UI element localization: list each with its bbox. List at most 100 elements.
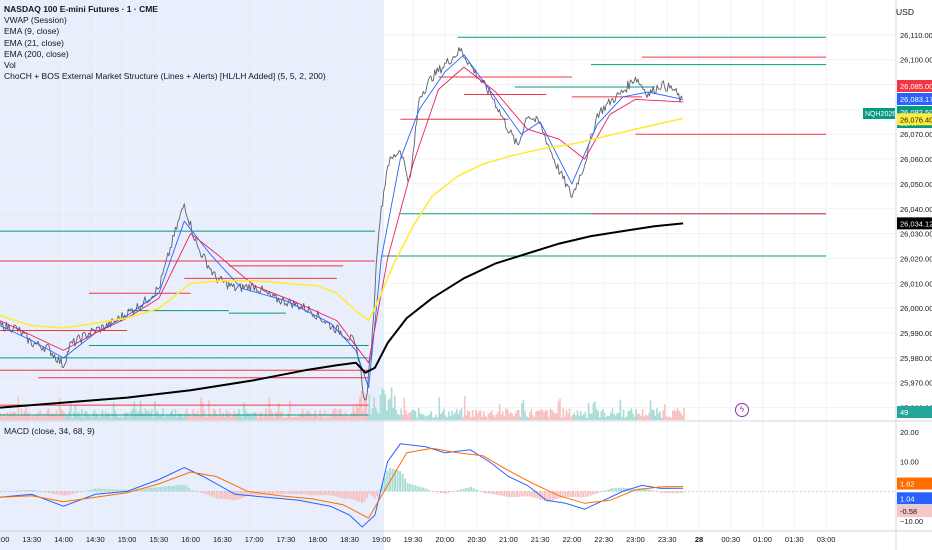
- indicator-ema200[interactable]: EMA (200, close): [4, 48, 69, 59]
- currency-label[interactable]: USD: [896, 7, 914, 17]
- volume-bar: [366, 413, 369, 420]
- time-tick-label: 15:30: [149, 535, 168, 544]
- volume-bar: [393, 395, 396, 420]
- macd-histogram-bar: [434, 491, 437, 493]
- volume-bar: [50, 413, 53, 420]
- volume-bar: [88, 416, 91, 420]
- macd-histogram-bar: [149, 487, 152, 492]
- volume-bar: [521, 403, 523, 420]
- chart-title[interactable]: NASDAQ 100 E-mini Futures · 1 · CME: [4, 4, 158, 14]
- volume-bar: [654, 415, 657, 420]
- macd-histogram-bar: [271, 491, 274, 495]
- volume-bar: [497, 412, 499, 420]
- volume-bar: [128, 416, 131, 420]
- volume-bar: [597, 410, 599, 420]
- volume-bar: [117, 417, 120, 420]
- macd-histogram-bar: [221, 491, 224, 499]
- price-label-red-bg: [897, 80, 932, 92]
- macd-histogram-bar: [393, 469, 396, 492]
- volume-bar: [133, 401, 136, 420]
- indicator-vwap[interactable]: VWAP (Session): [4, 15, 67, 26]
- indicator-ema9[interactable]: EMA (9, close): [4, 26, 60, 37]
- volume-bar: [123, 413, 126, 420]
- volume-bar: [595, 408, 598, 420]
- macd-histogram-bar: [38, 491, 41, 492]
- macd-histogram-bar: [495, 491, 498, 495]
- macd-histogram-bar: [508, 491, 511, 498]
- macd-histogram-bar: [612, 488, 615, 492]
- volume-bar: [408, 412, 410, 420]
- time-tick-label: 13:00: [0, 535, 9, 544]
- volume-bar: [551, 409, 553, 420]
- volume-bar: [155, 411, 158, 420]
- indicator-ema21[interactable]: EMA (21, close): [4, 37, 64, 48]
- volume-bar: [563, 416, 566, 420]
- macd-histogram-bar: [648, 489, 651, 492]
- volume-bar: [465, 415, 468, 420]
- volume-bar: [317, 416, 320, 420]
- volume-bar: [476, 413, 479, 420]
- volume-bar: [108, 413, 110, 420]
- macd-histogram-bar: [299, 491, 302, 495]
- indicator-legend: NASDAQ 100 E-mini Futures · 1 · CME VWAP…: [4, 4, 326, 82]
- macd-histogram-bar: [7, 491, 10, 492]
- macd-histogram-bar: [94, 488, 97, 492]
- macd-histogram-bar: [665, 491, 668, 493]
- macd-histogram-bar: [144, 488, 147, 492]
- volume-bar: [235, 413, 237, 420]
- macd-histogram-bar: [274, 491, 277, 495]
- volume-bar: [66, 415, 69, 420]
- macd-histogram-bar: [322, 491, 325, 496]
- volume-bar: [68, 411, 70, 420]
- volume-bar: [508, 413, 510, 420]
- volume-bar: [516, 409, 518, 420]
- volume-bar: [482, 411, 485, 420]
- volume-bar: [438, 397, 441, 420]
- macd-histogram-bar: [602, 491, 605, 492]
- macd-legend[interactable]: MACD (close, 34, 68, 9): [4, 426, 95, 436]
- macd-histogram-bar: [536, 491, 539, 499]
- volume-bar: [182, 417, 185, 420]
- macd-histogram-bar: [521, 491, 524, 497]
- volume-bar: [14, 412, 16, 420]
- volume-bar: [239, 415, 242, 420]
- macd-histogram-bar: [165, 486, 168, 492]
- volume-bar: [559, 398, 561, 420]
- volume-bar: [33, 417, 35, 420]
- volume-bar: [217, 416, 220, 420]
- macd-histogram-bar: [282, 491, 285, 495]
- indicator-vol[interactable]: Vol: [4, 60, 16, 71]
- volume-bar: [449, 416, 452, 420]
- macd-histogram-bar: [254, 491, 257, 496]
- volume-bar: [173, 414, 175, 420]
- volume-bar: [446, 417, 449, 420]
- volume-bar: [606, 415, 609, 420]
- volume-bar: [162, 408, 164, 420]
- volume-bar: [303, 414, 306, 420]
- volume-bar: [462, 417, 464, 420]
- macd-histogram-bar: [327, 491, 330, 496]
- volume-bar: [204, 417, 207, 420]
- volume-bar: [678, 410, 680, 420]
- lightning-icon[interactable]: ϟ: [735, 403, 749, 417]
- volume-bar: [554, 413, 557, 420]
- volume-bar: [624, 417, 626, 420]
- volume-bar: [583, 414, 585, 420]
- volume-bar: [149, 412, 151, 420]
- volume-bar: [532, 415, 534, 420]
- macd-histogram-bar: [193, 490, 196, 492]
- volume-bar: [395, 410, 398, 420]
- macd-histogram-bar: [218, 491, 221, 499]
- macd-histogram-bar: [236, 491, 239, 500]
- price-labels: 26,085.0026,083.1726,082.5000:47NQH20262…: [863, 80, 932, 518]
- macd-histogram-bar: [58, 491, 61, 495]
- indicator-choch-bos[interactable]: ChoCH + BOS External Market Structure (L…: [4, 71, 326, 82]
- macd-histogram-bar: [5, 491, 8, 492]
- macd-histogram-bar: [43, 491, 46, 493]
- volume-bar: [500, 414, 503, 420]
- macd-histogram-bar: [246, 491, 249, 496]
- volume-bar: [22, 413, 24, 420]
- macd-histogram-bar: [91, 489, 94, 492]
- volume-bar: [675, 411, 677, 420]
